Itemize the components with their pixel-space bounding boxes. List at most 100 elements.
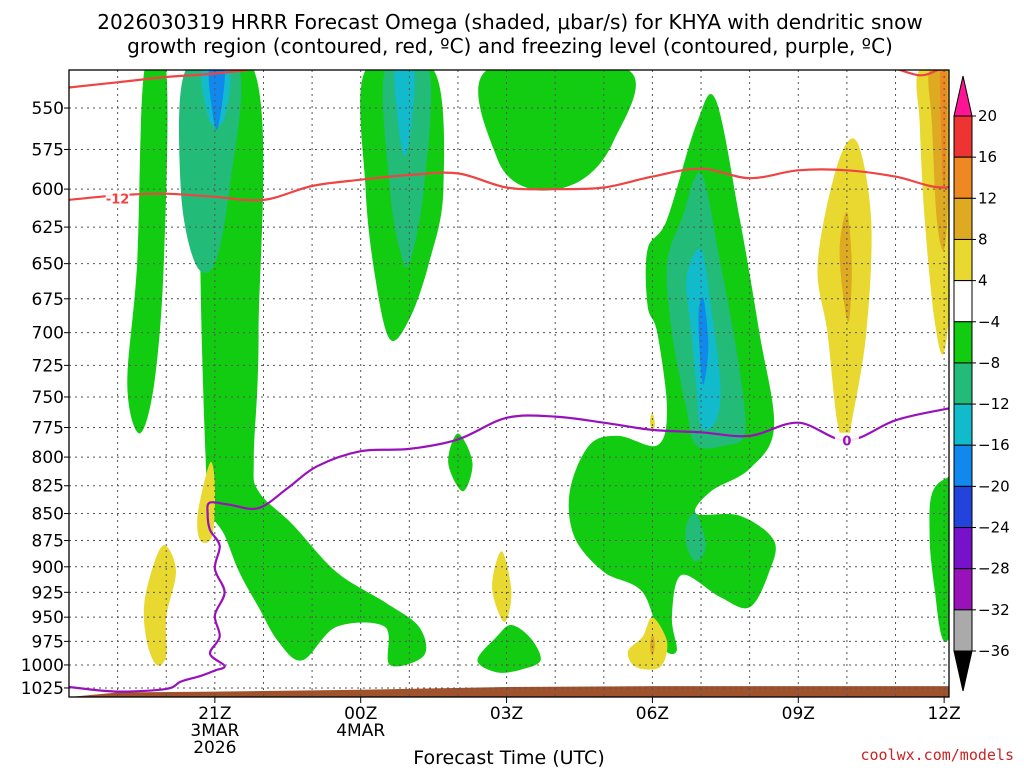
y-tick-label-750: 750 — [32, 388, 64, 408]
x-tick-label-06Z: 06Z — [636, 704, 669, 724]
colorbar-label-5: −4 — [978, 313, 1000, 331]
colorbar-swatch-0 — [953, 115, 973, 158]
y-tick-label-725: 725 — [32, 356, 64, 376]
y-tick-label-775: 775 — [32, 419, 64, 439]
colorbar-label-4: 4 — [978, 272, 988, 290]
dgz-minus12-lower-label-bg — [105, 190, 130, 206]
omega-region-downward-06z-low-core — [650, 634, 655, 656]
y-tick-label-850: 850 — [32, 505, 64, 525]
freezing-level-0c-label: 0 — [842, 435, 851, 450]
x-tick-label-3MAR: 3MAR — [190, 721, 239, 741]
omega-region-downward-21z-mid — [197, 462, 216, 543]
y-tick-label-675: 675 — [32, 290, 64, 310]
freezing-level-0c-line — [69, 407, 949, 693]
colorbar-top-arrow — [953, 75, 973, 117]
colorbar-swatch-7 — [953, 403, 973, 446]
colorbar-label-1: 16 — [978, 148, 997, 166]
colorbar-label-2: 12 — [978, 189, 997, 207]
x-axis-label: Forecast Time (UTC) — [413, 747, 604, 768]
omega-shading — [127, 70, 949, 673]
omega-region-upward-06z-low-cyan — [685, 512, 706, 562]
colorbar-bottom-arrow — [953, 650, 973, 692]
x-tick-label-09Z: 09Z — [782, 704, 815, 724]
chart-title-line-2: growth region (contoured, red, ºC) and f… — [127, 34, 893, 58]
colorbar-swatch-5 — [953, 321, 973, 364]
colorbar-label-7: −12 — [978, 395, 1010, 413]
y-tick-label-575: 575 — [32, 140, 64, 160]
plot-area: -12 0 — [69, 70, 949, 697]
colorbar-swatch-3 — [953, 238, 973, 282]
chart-title-line-1: 2026030319 HRRR Forecast Omega (shaded, … — [97, 10, 922, 34]
contours: -12 0 — [69, 70, 949, 693]
y-tick-label-925: 925 — [32, 583, 64, 603]
colorbar-swatch-1 — [953, 156, 973, 199]
colorbar-swatch-6 — [953, 362, 973, 405]
grid — [69, 70, 949, 697]
colorbar-swatch-10 — [953, 527, 973, 570]
x-tick-label-03Z: 03Z — [490, 704, 523, 724]
omega-region-upward-21z-tongue — [127, 70, 168, 434]
plot-frame — [68, 69, 950, 698]
dgz-minus12-lower-label: -12 — [106, 192, 130, 207]
omega-region-upward-mid-21z — [179, 70, 242, 273]
colorbar-label-3: 8 — [978, 230, 988, 248]
y-axis-ticks: 550 575 600 625 650 675 700 725 750 775 800 825 850 8… — [21, 99, 69, 699]
omega-region-upward-blob-0330z — [477, 624, 541, 673]
omega-region-upward-06z-blue — [698, 297, 709, 385]
y-tick-label-900: 900 — [32, 558, 64, 578]
x-tick-label-12Z: 12Z — [927, 704, 960, 724]
colorbar-label-8: −16 — [978, 436, 1010, 454]
y-tick-label-700: 700 — [32, 324, 64, 344]
colorbar-label-13: −36 — [978, 642, 1010, 660]
colorbar-label-11: −28 — [978, 560, 1010, 578]
colorbar-swatch-4 — [953, 280, 973, 323]
y-tick-label-1000: 1000 — [21, 656, 64, 676]
omega-region-downward-06z-low — [627, 617, 668, 670]
y-tick-label-825: 825 — [32, 477, 64, 497]
y-tick-label-950: 950 — [32, 608, 64, 628]
y-tick-label-975: 975 — [32, 632, 64, 652]
terrain — [69, 686, 949, 697]
colorbar-label-0: 20 — [978, 107, 997, 125]
colorbar-swatch-12 — [953, 609, 973, 652]
omega-region-upward-blob-0130z — [448, 433, 473, 492]
x-tick-label-21Z: 21Z — [198, 704, 231, 724]
colorbar-swatch-8 — [953, 444, 973, 487]
colorbar-label-6: −8 — [978, 354, 1000, 372]
colorbar-swatch-9 — [953, 485, 973, 529]
y-tick-label-650: 650 — [32, 255, 64, 275]
colorbar-label-10: −24 — [978, 519, 1010, 537]
y-tick-label-800: 800 — [32, 448, 64, 468]
credit-label: coolwx.com/models — [860, 746, 1014, 764]
colorbar-swatch-2 — [953, 197, 973, 240]
omega-region-upward-00z-cyan — [394, 70, 415, 156]
y-tick-label-625: 625 — [32, 218, 64, 238]
omega-region-upward-blue-21z — [208, 70, 225, 130]
omega-region-downward-0530z-dot — [650, 412, 655, 432]
terrain-fill — [69, 686, 949, 697]
y-tick-label-550: 550 — [32, 99, 64, 119]
omega-region-downward-12z-core — [940, 70, 947, 192]
freezing-level-0c-label-bg — [834, 432, 859, 448]
colorbar-label-12: −32 — [978, 601, 1010, 619]
omega-region-downward-09z-core — [839, 211, 852, 322]
colorbar-swatch-11 — [953, 568, 973, 611]
x-tick-label-00Z: 00Z — [344, 704, 377, 724]
omega-region-upward-12z-low — [929, 476, 949, 642]
y-tick-label-1025: 1025 — [21, 679, 64, 699]
x-tick-label-4MAR: 4MAR — [336, 721, 385, 741]
colorbar: 20 16 12 8 4 −4 −8 −12 −16 −20 −24 −28 −32 −36 — [953, 75, 1010, 692]
omega-region-upward-06z — [568, 93, 776, 655]
colorbar-label-9: −20 — [978, 477, 1010, 495]
dgz-minus12-upper-right-line — [896, 70, 941, 77]
omega-region-upward-00z-mid — [382, 70, 432, 268]
dgz-minus12-lower-line — [69, 167, 949, 202]
omega-region-downward-21z-low — [143, 545, 176, 666]
y-tick-label-600: 600 — [32, 180, 64, 200]
y-tick-label-875: 875 — [32, 532, 64, 552]
omega-region-upward-03z-top — [478, 70, 636, 191]
x-tick-label-2026: 2026 — [193, 738, 236, 758]
dgz-minus12-upper-line — [69, 70, 258, 89]
